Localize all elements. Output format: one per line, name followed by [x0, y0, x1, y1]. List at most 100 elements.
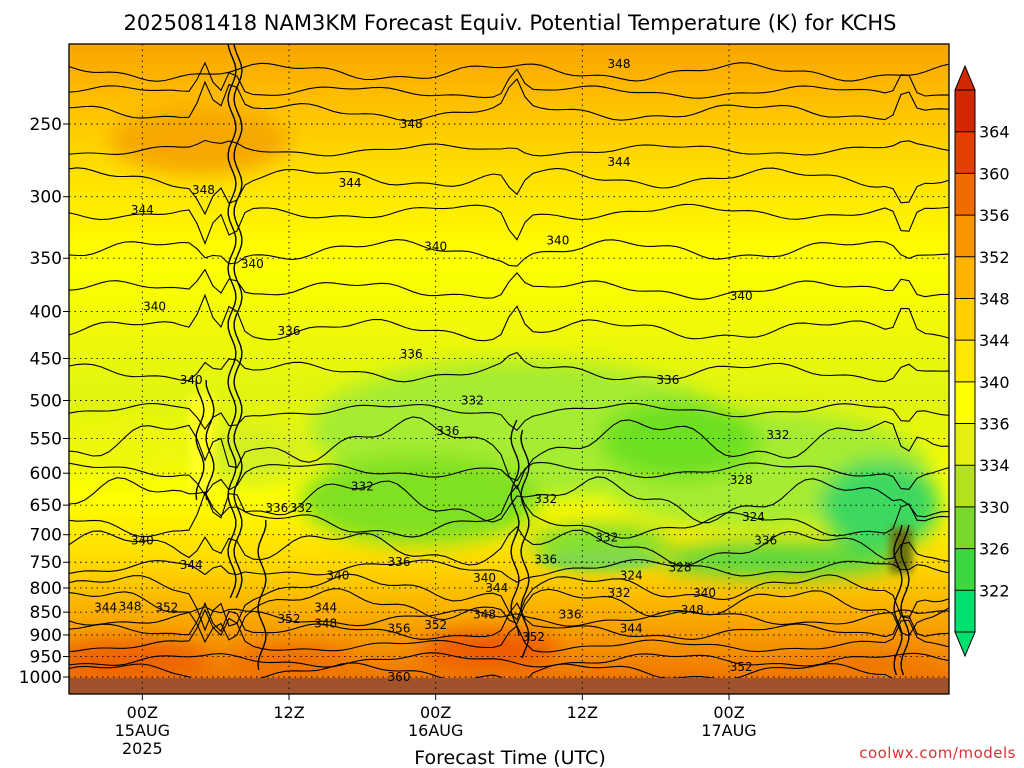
x-tick-label: 00Z: [420, 703, 451, 722]
contour-line: [69, 601, 949, 640]
contour-line: [69, 167, 949, 216]
credit-link[interactable]: coolwx.com/models: [859, 744, 1016, 762]
contour-label: 340: [180, 373, 203, 387]
contour-label: 344: [131, 203, 154, 217]
x-tick-label: 00Z: [127, 703, 158, 722]
colorbar-segment: [955, 298, 975, 341]
colorbar-label: 334: [979, 456, 1010, 475]
plot-area: [69, 44, 949, 694]
contour-line: [69, 608, 949, 653]
contour-label: 344: [485, 581, 508, 595]
contour-label: 340: [693, 586, 716, 600]
contour-label: 328: [730, 473, 753, 487]
x-tick-label: 00Z: [713, 703, 744, 722]
y-tick-label: 900: [30, 626, 62, 646]
contour-labels: 348 348 344 344 348 344 340 340 340 340 340 336 336 3…: [94, 57, 789, 684]
contour-line: [233, 44, 243, 599]
colorbar-segment: [955, 423, 975, 466]
y-tick-label: 1000: [19, 668, 62, 688]
contour-line: [510, 419, 520, 637]
colorbar-label: 336: [979, 415, 1010, 434]
contour-label: 340: [424, 240, 447, 254]
contour-label: 340: [326, 568, 349, 582]
contour-label: 348: [314, 617, 337, 631]
contour-line: [205, 379, 215, 501]
contour-label: 332: [595, 531, 618, 545]
grid-lines: [69, 44, 949, 694]
contour-label: 324: [742, 510, 765, 524]
contour-label: 344: [608, 155, 631, 169]
contour-line: [69, 652, 949, 668]
contour-line: [195, 379, 205, 501]
contour-label: 340: [143, 299, 166, 313]
contour-label: 348: [192, 183, 215, 197]
contour-line: [69, 203, 949, 246]
contour-label: 352: [278, 612, 301, 626]
contour-label: 336: [559, 608, 582, 622]
colorbar-label: 330: [979, 498, 1010, 517]
y-tick-label: 800: [30, 579, 62, 599]
x-tick-label: 15AUG: [115, 721, 170, 740]
contour-label: 332: [461, 394, 484, 408]
contour-label: 332: [351, 479, 374, 493]
contour-line: [69, 416, 949, 490]
contour-line: [69, 268, 949, 300]
colorbar: 364 360 356 352 348 344 340 336 334 330 326 322: [954, 64, 1010, 658]
colorbar-segment: [955, 465, 975, 508]
contour-label: 348: [608, 57, 631, 71]
y-tick-label: 650: [30, 496, 62, 516]
plot-frame: [68, 43, 950, 695]
contour-label: 340: [546, 234, 569, 248]
contour-label: 348: [400, 117, 423, 131]
contour-line: [69, 402, 949, 432]
colorbar-label: 360: [979, 164, 1010, 183]
contour-label: 332: [290, 501, 313, 515]
colorbar-segment: [955, 340, 975, 383]
colorbar-label: 356: [979, 206, 1010, 225]
contour-line: [893, 524, 903, 676]
colorbar-segment: [955, 548, 975, 591]
contour-label: 328: [669, 561, 692, 575]
contour-label: 356: [388, 621, 411, 635]
contour-label: 336: [436, 424, 459, 438]
colorbar-label: 352: [979, 248, 1010, 267]
contour-label: 344: [314, 600, 337, 614]
contour-label: 352: [424, 618, 447, 632]
contour-label: 344: [339, 176, 362, 190]
contour-line: [69, 61, 949, 99]
colorbar-label: 344: [979, 331, 1010, 350]
x-tick-label: 2025: [122, 739, 163, 758]
contour-line: [69, 606, 949, 627]
contour-label: 336: [400, 347, 423, 361]
x-tick-label: 17AUG: [701, 721, 756, 740]
contour-label: 332: [766, 428, 789, 442]
contour-label: 332: [608, 586, 631, 600]
contour-label: 352: [730, 660, 753, 674]
contour-line: [69, 525, 949, 567]
contour-label: 336: [388, 555, 411, 569]
colorbar-segment: [955, 131, 975, 174]
colorbar-frame: [954, 89, 976, 633]
colorbar-segment: [955, 381, 975, 425]
y-axis: 250 300 350 400 450 500 550 600 650 700 750 800 850 9…: [19, 115, 69, 688]
contour-line: [227, 44, 237, 599]
colorbar-segment: [955, 215, 975, 258]
colorbar-bottom-arrow: [954, 631, 976, 658]
contour-label: 324: [620, 568, 643, 582]
colorbar-segment: [955, 173, 975, 216]
contour-label: 340: [241, 257, 264, 271]
y-tick-label: 450: [30, 349, 62, 369]
contour-line: [69, 476, 949, 524]
contour-label: 348: [473, 608, 496, 622]
y-tick-label: 600: [30, 464, 62, 484]
contour-line: [69, 239, 949, 267]
contour-label: 344: [180, 558, 203, 572]
contour-label: 360: [388, 670, 411, 684]
contour-label: 352: [155, 600, 178, 614]
y-tick-label: 950: [30, 648, 62, 668]
contour-line: [69, 461, 949, 497]
y-tick-label: 300: [30, 188, 62, 208]
y-tick-label: 350: [30, 249, 62, 269]
contour-label: 348: [119, 599, 142, 613]
